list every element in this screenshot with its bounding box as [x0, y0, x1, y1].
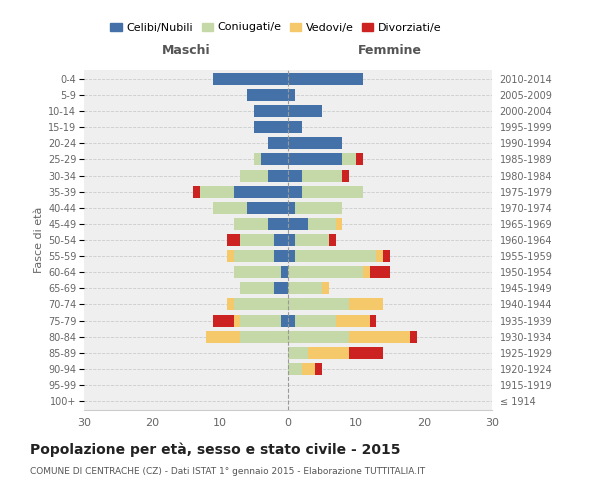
Bar — [302, 170, 343, 181]
Bar — [227, 234, 241, 246]
Bar — [274, 282, 288, 294]
Bar — [343, 154, 356, 166]
Bar — [227, 298, 233, 310]
Bar — [295, 314, 335, 326]
Bar — [295, 250, 376, 262]
Bar — [213, 314, 233, 326]
Bar — [295, 202, 343, 214]
Bar — [308, 347, 349, 359]
Bar — [247, 89, 288, 101]
Bar — [241, 330, 288, 342]
Bar — [288, 363, 302, 375]
Bar — [288, 186, 302, 198]
Bar — [288, 218, 308, 230]
Bar — [281, 266, 288, 278]
Bar — [233, 250, 274, 262]
Bar — [268, 138, 288, 149]
Bar — [233, 298, 288, 310]
Bar — [288, 170, 302, 181]
Bar — [288, 250, 295, 262]
Bar — [213, 202, 247, 214]
Bar — [200, 186, 233, 198]
Bar — [410, 330, 417, 342]
Bar — [274, 250, 288, 262]
Bar — [268, 170, 288, 181]
Bar — [206, 330, 241, 342]
Bar — [308, 218, 335, 230]
Bar — [213, 73, 288, 85]
Bar — [247, 202, 288, 214]
Bar — [302, 186, 363, 198]
Bar — [315, 363, 322, 375]
Bar — [295, 234, 329, 246]
Bar — [288, 89, 295, 101]
Bar — [241, 282, 274, 294]
Bar — [254, 105, 288, 117]
Bar — [233, 314, 241, 326]
Bar — [329, 234, 335, 246]
Bar — [233, 266, 281, 278]
Bar — [302, 363, 315, 375]
Bar — [227, 250, 233, 262]
Bar — [349, 330, 410, 342]
Bar — [383, 250, 390, 262]
Legend: Celibi/Nubili, Coniugati/e, Vedovi/e, Divorziati/e: Celibi/Nubili, Coniugati/e, Vedovi/e, Di… — [106, 18, 446, 37]
Bar — [370, 266, 390, 278]
Bar — [288, 266, 363, 278]
Bar — [288, 121, 302, 133]
Bar — [335, 314, 370, 326]
Bar — [370, 314, 376, 326]
Bar — [233, 186, 288, 198]
Y-axis label: Fasce di età: Fasce di età — [34, 207, 44, 273]
Bar — [261, 154, 288, 166]
Bar — [288, 347, 308, 359]
Bar — [356, 154, 363, 166]
Bar — [281, 314, 288, 326]
Bar — [241, 314, 281, 326]
Bar — [274, 234, 288, 246]
Bar — [343, 170, 349, 181]
Text: COMUNE DI CENTRACHE (CZ) - Dati ISTAT 1° gennaio 2015 - Elaborazione TUTTITALIA.: COMUNE DI CENTRACHE (CZ) - Dati ISTAT 1°… — [30, 468, 425, 476]
Text: Popolazione per età, sesso e stato civile - 2015: Popolazione per età, sesso e stato civil… — [30, 442, 401, 457]
Bar — [254, 121, 288, 133]
Bar — [322, 282, 329, 294]
Bar — [288, 234, 295, 246]
Bar — [288, 202, 295, 214]
Bar — [241, 170, 268, 181]
Bar — [288, 154, 343, 166]
Bar — [349, 298, 383, 310]
Bar — [288, 298, 349, 310]
Text: Femmine: Femmine — [358, 44, 422, 57]
Bar — [193, 186, 200, 198]
Bar — [241, 234, 274, 246]
Bar — [288, 314, 295, 326]
Text: Maschi: Maschi — [161, 44, 211, 57]
Bar — [268, 218, 288, 230]
Bar — [233, 218, 268, 230]
Bar — [349, 347, 383, 359]
Bar — [288, 282, 322, 294]
Bar — [288, 330, 349, 342]
Bar — [288, 138, 343, 149]
Bar — [335, 218, 343, 230]
Bar — [376, 250, 383, 262]
Bar — [254, 154, 261, 166]
Bar — [288, 105, 322, 117]
Bar — [288, 73, 363, 85]
Bar — [363, 266, 370, 278]
